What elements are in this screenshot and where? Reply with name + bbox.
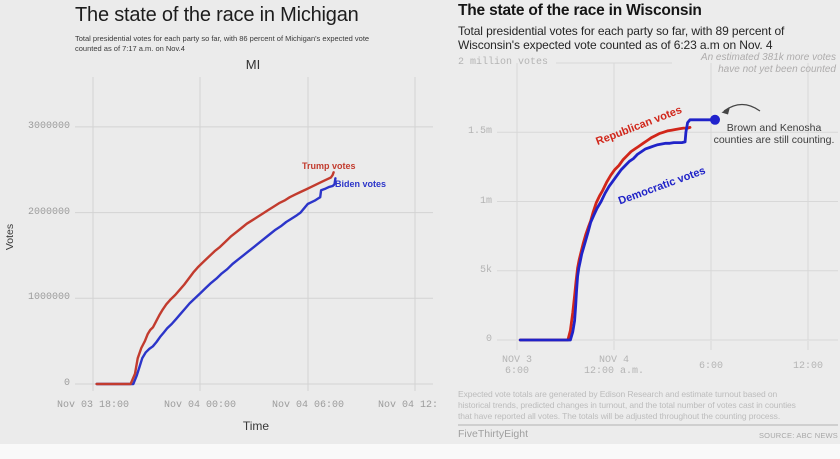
x-tick-label: Nov 03 18:00 bbox=[56, 400, 130, 411]
latest-count-dot bbox=[710, 114, 720, 125]
x-tick-label: 6:00 bbox=[698, 361, 724, 372]
michigan-subtitle-line1: Total presidential votes for each party … bbox=[75, 34, 370, 43]
counting-annotation-line2: counties are still counting. bbox=[713, 134, 835, 146]
estimate-annotation-line1: An estimated 381k more votes bbox=[700, 52, 836, 63]
y-tick-label: 0 bbox=[485, 334, 492, 345]
michigan-title: The state of the race in Michigan bbox=[75, 4, 359, 26]
biden-series-label: Biden votes bbox=[335, 179, 387, 189]
y-tick-label: 1m bbox=[479, 195, 492, 207]
fivethirtyeight-brand: FiveThirtyEight bbox=[458, 428, 529, 440]
footnote-line2: historical trends, predicted changes in … bbox=[458, 400, 796, 410]
michigan-plot-title: MI bbox=[245, 57, 261, 72]
x-tick-label: Nov 04 06:00 bbox=[271, 400, 345, 411]
michigan-y-axis-label: Votes bbox=[4, 223, 16, 251]
wisconsin-subtitle-line1: Total presidential votes for each party … bbox=[458, 24, 785, 38]
y-tick-label: 1000000 bbox=[27, 292, 70, 304]
y-tick-label: 2000000 bbox=[27, 206, 70, 218]
x-tick-label: NOV 4 12:00 a.m. bbox=[583, 355, 645, 377]
estimate-annotation-line2: have not yet been counted bbox=[718, 64, 836, 75]
bottom-margin-strip bbox=[0, 444, 840, 459]
michigan-x-axis-label: Time bbox=[242, 419, 270, 433]
michigan-chart-panel: The state of the race in Michigan Total … bbox=[4, 4, 439, 433]
source-credit: SOURCE: ABC NEWS bbox=[758, 431, 838, 440]
x-tick-label: NOV 3 6:00 bbox=[501, 355, 533, 377]
wisconsin-title: The state of the race in Wisconsin bbox=[458, 2, 702, 19]
michigan-subtitle-line2: counted as of 7:17 a.m. on Nov.4 bbox=[75, 44, 185, 53]
trump-series-label: Trump votes bbox=[302, 161, 356, 171]
counting-annotation-line1: Brown and Kenosha bbox=[726, 122, 822, 134]
x-tick-label: Nov 04 00:00 bbox=[163, 400, 237, 411]
wisconsin-subtitle-line2: Wisconsin's expected vote counted as of … bbox=[458, 38, 773, 52]
x-tick-label: 12:00 bbox=[792, 361, 824, 372]
y-tick-label: 5k bbox=[479, 264, 492, 276]
wisconsin-chart-panel: The state of the race in Wisconsin Total… bbox=[440, 0, 840, 459]
wisconsin-chart-svg bbox=[497, 62, 838, 350]
michigan-chart-svg bbox=[75, 77, 433, 391]
footer-divider bbox=[458, 424, 838, 426]
x-tick-label: Nov 04 12: bbox=[378, 400, 439, 411]
y-tick-label: 1.5m bbox=[467, 126, 492, 138]
y-tick-label: 3000000 bbox=[27, 120, 70, 132]
y-tick-label: 0 bbox=[63, 378, 70, 389]
y-tick-label: 2 million votes bbox=[458, 57, 549, 68]
footnote-line3: that have reported all votes. The totals… bbox=[458, 411, 781, 421]
footnote-line1: Expected vote totals are generated by Ed… bbox=[458, 389, 778, 399]
annotation-arrowhead bbox=[721, 107, 730, 115]
